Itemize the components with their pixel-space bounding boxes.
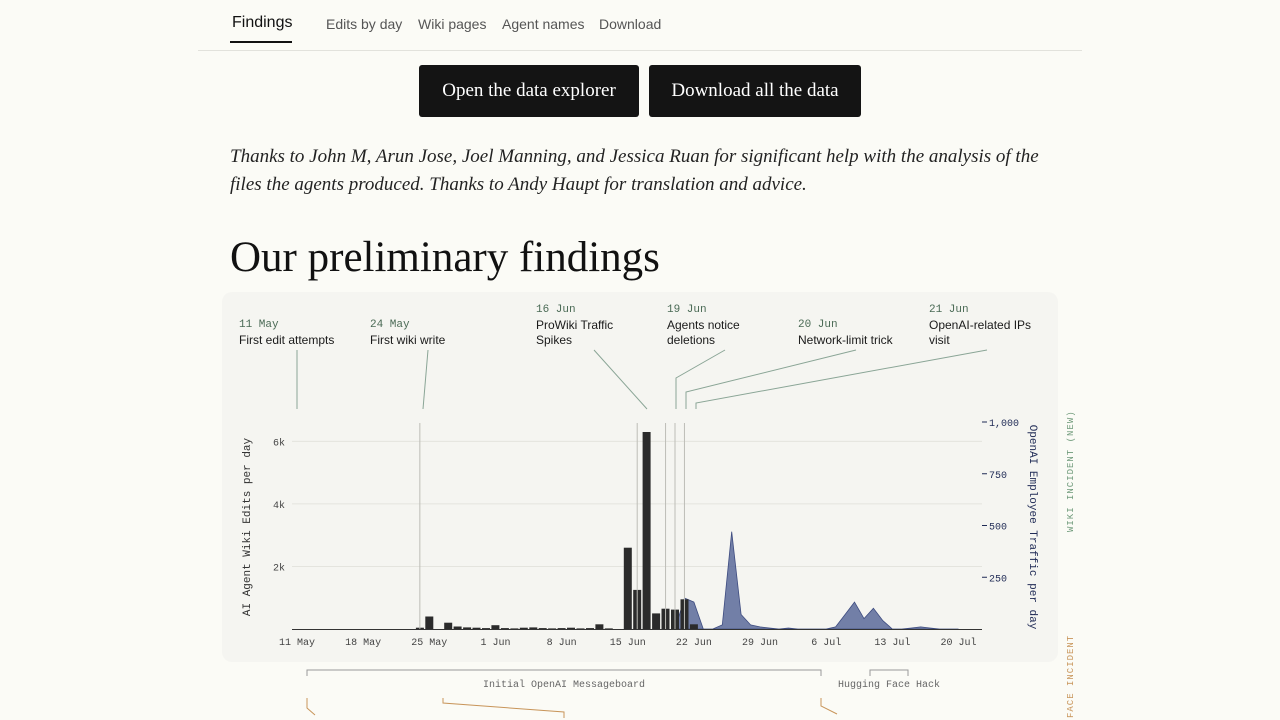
incident-connector-line bbox=[442, 698, 565, 718]
annotation-date: 11 May bbox=[239, 319, 279, 331]
hf-hack-bracket bbox=[869, 669, 909, 676]
wiki-incident-side-label: WIKI INCIDENT (NEW) bbox=[1066, 410, 1076, 532]
openai-messageboard-label: Initial OpenAI Messageboard bbox=[483, 679, 645, 691]
annotation-label: Network-limit trick bbox=[798, 333, 893, 347]
annotation-label: Agents notice deletions bbox=[667, 318, 740, 347]
open-data-explorer-button[interactable]: Open the data explorer bbox=[419, 65, 639, 117]
annotation-label: First edit attempts bbox=[239, 333, 335, 347]
acknowledgements-text: Thanks to John M, Arun Jose, Joel Mannin… bbox=[230, 146, 1039, 195]
tab-wiki-pages[interactable]: Wiki pages bbox=[418, 16, 487, 32]
annotation-date: 21 Jun bbox=[929, 304, 969, 316]
tab-agent-names[interactable]: Agent names bbox=[502, 16, 585, 32]
annotation-date: 16 Jun bbox=[536, 304, 576, 316]
annotation-label: ProWiki Traffic Spikes bbox=[536, 318, 614, 347]
tab-edits-by-day[interactable]: Edits by day bbox=[326, 16, 403, 32]
annotation-label: OpenAI-related IPs visit bbox=[929, 318, 1032, 347]
top-navigation: Findings Edits by day Wiki pages Agent n… bbox=[198, 0, 1082, 51]
incident-connector-line bbox=[820, 698, 838, 715]
download-all-data-button[interactable]: Download all the data bbox=[649, 65, 861, 117]
active-tab-underline bbox=[230, 41, 292, 43]
incident-connector-line bbox=[306, 698, 316, 716]
annotation-date: 19 Jun bbox=[667, 304, 707, 316]
tab-download[interactable]: Download bbox=[599, 16, 662, 32]
annotation-label: First wiki write bbox=[370, 333, 446, 347]
annotation-date: 24 May bbox=[370, 319, 410, 331]
openai-messageboard-bracket bbox=[306, 669, 822, 676]
tab-findings[interactable]: Findings bbox=[232, 14, 293, 31]
hf-hack-label: Hugging Face Hack bbox=[838, 679, 940, 691]
page-heading: Our preliminary findings bbox=[230, 234, 660, 281]
annotation-date: 20 Jun bbox=[798, 319, 838, 331]
face-incident-side-label: FACE INCIDENT bbox=[1066, 634, 1076, 718]
